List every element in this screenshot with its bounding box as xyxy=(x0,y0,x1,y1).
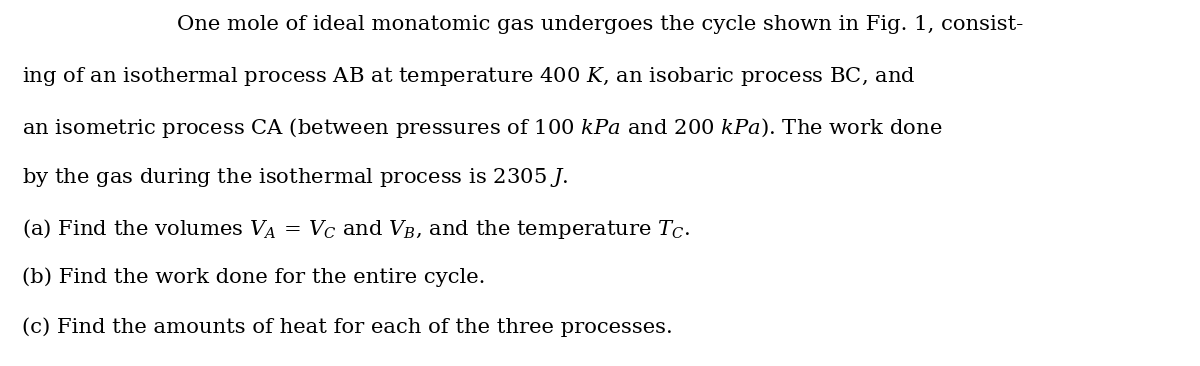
Text: ing of an isothermal process AB at temperature 400 $K$, an isobaric process BC, : ing of an isothermal process AB at tempe… xyxy=(22,65,916,88)
Text: (b) Find the work done for the entire cycle.: (b) Find the work done for the entire cy… xyxy=(22,267,485,287)
Text: (c) Find the amounts of heat for each of the three processes.: (c) Find the amounts of heat for each of… xyxy=(22,318,672,337)
Text: One mole of ideal monatomic gas undergoes the cycle shown in Fig. 1, consist-: One mole of ideal monatomic gas undergoe… xyxy=(176,15,1024,34)
Text: an isometric process CA (between pressures of 100 $kPa$ and 200 $kPa$). The work: an isometric process CA (between pressur… xyxy=(22,116,942,140)
Text: (a) Find the volumes $V_A\,=\,V_C$ and $V_B$, and the temperature $T_C$.: (a) Find the volumes $V_A\,=\,V_C$ and $… xyxy=(22,217,690,241)
Text: by the gas during the isothermal process is 2305 $J$.: by the gas during the isothermal process… xyxy=(22,166,568,189)
